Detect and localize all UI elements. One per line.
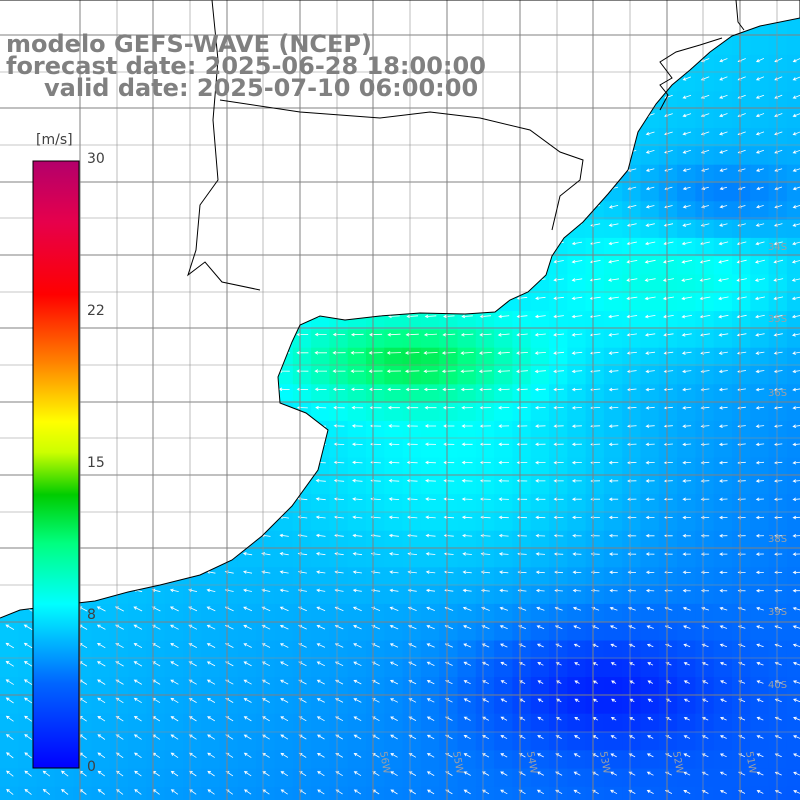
lat-label: 40S bbox=[768, 680, 787, 691]
colorbar-tick-22: 22 bbox=[87, 303, 105, 319]
lat-label: 39S bbox=[768, 607, 787, 618]
model-title: modelo GEFS-WAVE (NCEP) bbox=[6, 30, 372, 58]
lon-label: 56W bbox=[377, 751, 392, 775]
lat-label: 36S bbox=[768, 388, 787, 399]
lat-label: 34S bbox=[768, 242, 787, 253]
lon-label: 52W bbox=[670, 751, 685, 775]
lon-label: 55W bbox=[450, 751, 465, 775]
colorbar-unit-label: [m/s] bbox=[36, 132, 73, 148]
lat-label: 35S bbox=[768, 314, 787, 325]
colorbar bbox=[32, 160, 80, 769]
lon-label: 53W bbox=[597, 751, 612, 775]
colorbar-tick-30: 30 bbox=[87, 151, 105, 167]
lon-label: 54W bbox=[524, 751, 539, 775]
colorbar-tick-0: 0 bbox=[87, 759, 96, 775]
latitude-labels: 34S 35S 36S 38S 39S 40S bbox=[768, 242, 787, 691]
lon-label: 51W bbox=[743, 751, 758, 775]
colorbar-tick-8: 8 bbox=[87, 607, 96, 623]
valid-date: valid date: 2025-07-10 06:00:00 bbox=[44, 74, 479, 102]
coastline bbox=[0, 0, 800, 619]
colorbar-gradient bbox=[32, 160, 80, 769]
colorbar-tick-15: 15 bbox=[87, 455, 105, 471]
lat-label: 38S bbox=[768, 534, 787, 545]
longitude-labels: 56W 55W 54W 53W 52W 51W bbox=[377, 751, 758, 775]
forecast-date: forecast date: 2025-06-28 18:00:00 bbox=[6, 52, 486, 80]
